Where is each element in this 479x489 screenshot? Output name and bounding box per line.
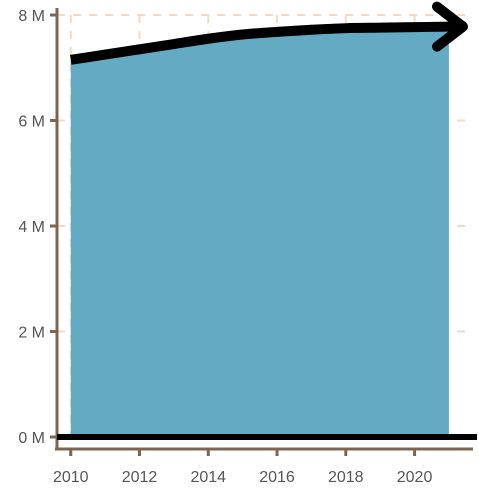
axes [50, 8, 473, 456]
y-tick-label: 8 M [18, 8, 45, 25]
arrow-head-icon [432, 1, 468, 52]
x-tick-label: 2014 [190, 469, 226, 486]
y-tick-label: 0 M [18, 430, 45, 447]
x-tick-label: 2010 [53, 469, 89, 486]
y-tick-labels: 0 M 2 M 4 M 6 M 8 M [18, 8, 45, 447]
x-tick-label: 2016 [259, 469, 295, 486]
x-tick-label: 2020 [397, 469, 433, 486]
area-series [70, 26, 449, 437]
trend-line [69, 21, 462, 65]
y-tick-label: 2 M [18, 325, 45, 342]
x-tick-label: 2018 [328, 469, 364, 486]
x-tick-labels: 2010 2012 2014 2016 2018 2020 [53, 469, 432, 486]
y-tick-label: 4 M [18, 219, 45, 236]
x-tick-label: 2012 [122, 469, 158, 486]
y-tick-label: 6 M [18, 114, 45, 131]
